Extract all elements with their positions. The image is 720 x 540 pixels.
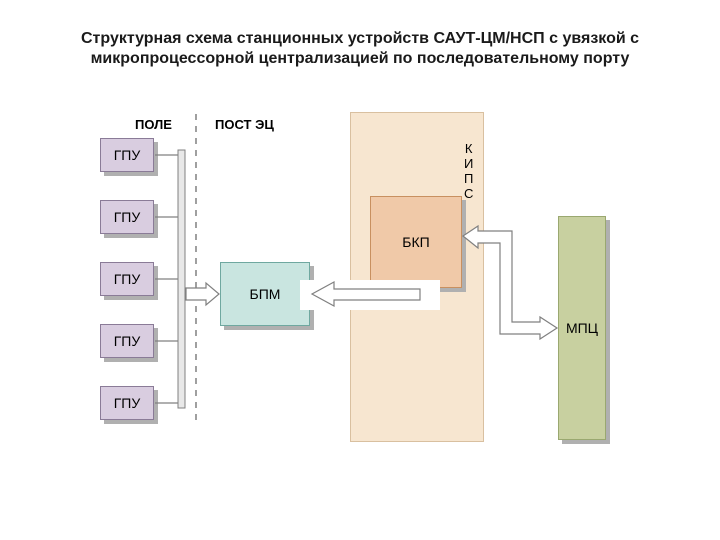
bus-to-bpm-arrow [186,283,219,305]
bkp-mpc-arrow [463,226,557,339]
gpu-bus [178,150,185,408]
diagram-connectors [0,0,720,540]
